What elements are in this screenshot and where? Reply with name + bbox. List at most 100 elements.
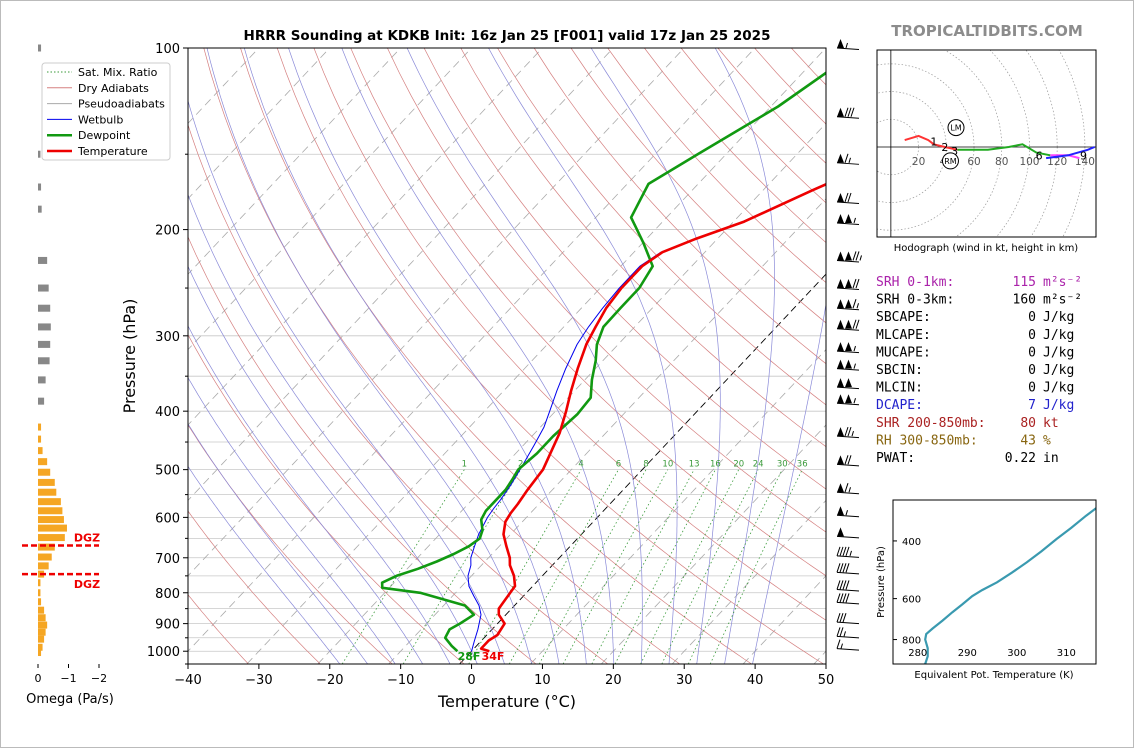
wind-barb	[836, 527, 860, 539]
storm-motion-marker	[947, 119, 965, 137]
barb-staff	[836, 648, 860, 651]
omega-bar	[38, 543, 55, 551]
x-tick-label: 10	[534, 673, 551, 688]
stat-row: RH 300-850mb: 43%	[876, 433, 1051, 448]
omega-bar	[38, 649, 42, 657]
barb-feather	[852, 278, 857, 289]
dry-adiabat-line	[791, 48, 826, 86]
isotherm-line	[188, 48, 543, 426]
barb-staff	[836, 287, 860, 291]
stat-value: 80	[1020, 416, 1036, 431]
barb-staff	[836, 463, 860, 467]
barb-flag	[837, 39, 844, 48]
barb-half-feather	[843, 631, 846, 637]
mix-ratio-line	[687, 469, 783, 664]
wind-barb	[836, 426, 860, 439]
barb-flag	[837, 299, 844, 309]
barb-feather	[839, 546, 844, 557]
hodograph-caption: Hodograph (wind in kt, height in km)	[894, 243, 1079, 254]
barb-feather	[844, 483, 849, 493]
legend-label: Temperature	[77, 145, 148, 158]
barb-staff	[836, 514, 860, 518]
theta-e-panel: 280 290 300 310 400 600 800	[893, 507, 1096, 664]
omega-bar	[38, 478, 55, 486]
stat-value: 0	[1028, 328, 1036, 343]
barb-flag	[845, 359, 852, 369]
barb-feather	[845, 563, 850, 573]
hodograph: 2040608010012014012369LMRM	[877, 50, 1096, 237]
stat-value: 43	[1020, 433, 1036, 448]
barb-feather	[836, 627, 841, 637]
legend-label: Pseudoadiabats	[78, 98, 165, 111]
wind-barb	[836, 394, 860, 406]
barb-half-feather	[853, 217, 856, 224]
barb-feather	[845, 546, 850, 557]
hodograph-segment	[1045, 146, 1095, 160]
omega-bar	[38, 447, 43, 455]
hodograph-ring-label: 100	[1019, 156, 1039, 168]
mix-ratio-label: 30	[777, 460, 788, 470]
stat-row: MLCIN: 0 J/kg	[876, 381, 1074, 396]
x-tick-label: 50	[818, 673, 835, 688]
stat-row: SHR 200-850mb: 80 kt	[876, 416, 1059, 431]
stat-row: SBCAPE: 0 J/kg	[876, 310, 1074, 325]
barb-feather	[839, 612, 844, 623]
mix-ratio-line	[402, 469, 522, 664]
y-tick-label: 800	[155, 587, 180, 602]
mix-ratio-line	[661, 469, 759, 664]
hodograph-height-label: 1	[930, 135, 937, 148]
omega-bar	[38, 397, 45, 405]
omega-bar	[38, 340, 51, 348]
mix-ratio-line	[341, 469, 465, 664]
omega-bar	[38, 435, 42, 443]
barb-half-feather	[845, 42, 848, 49]
storm-motion-marker	[941, 152, 959, 170]
hodograph-height-label: 6	[1036, 149, 1043, 162]
barb-staff	[836, 201, 860, 204]
stat-label: RH 300-850mb:	[876, 433, 978, 448]
theta-e-inner	[922, 507, 1096, 664]
barb-feather	[836, 546, 841, 557]
barb-half-feather	[856, 303, 859, 309]
wind-barb	[836, 580, 860, 592]
pseudoadiabat-line	[188, 423, 368, 664]
barb-staff	[836, 635, 860, 639]
isotherm-line	[188, 48, 685, 577]
barb-feather	[839, 580, 844, 590]
barb-feather	[847, 192, 852, 203]
omega-bar	[38, 553, 52, 561]
y-axis-label: Pressure (hPa)	[120, 299, 139, 414]
omega-bar	[38, 256, 48, 264]
y-tick-label: 700	[155, 552, 180, 567]
omega-bar	[38, 614, 46, 622]
wind-barb	[836, 359, 860, 371]
barb-feather	[836, 580, 841, 590]
legend-box	[41, 62, 171, 161]
mix-ratio-label: 8	[643, 460, 648, 470]
omega-bar	[38, 468, 51, 476]
omega-panel: DGZ DGZ 0 −1 −2	[22, 44, 107, 685]
dgz-label: DGZ	[74, 578, 100, 591]
barb-feather	[842, 580, 847, 590]
wind-barb	[836, 107, 860, 119]
stat-value: 0	[1028, 381, 1036, 396]
wind-barb	[836, 278, 860, 291]
skewt-profiles	[380, 71, 826, 653]
barb-feather	[847, 426, 852, 437]
wind-barb	[836, 546, 860, 558]
mix-ratio-label: 2	[518, 460, 523, 470]
stat-unit: J/kg	[1043, 310, 1074, 325]
x-tick-label: 40	[747, 673, 764, 688]
storm-motion-label: LM	[950, 124, 961, 133]
pseudoadiabat-line	[188, 99, 505, 664]
legend-label: Dry Adiabats	[78, 82, 149, 95]
barb-feather	[847, 455, 852, 465]
barb-staff	[836, 328, 860, 331]
y-tick-label: 100	[155, 42, 180, 57]
chart-title: HRRR Sounding at KDKB Init: 16z Jan 25 […	[244, 28, 771, 44]
barb-flag	[837, 359, 844, 369]
y-tick-label: 900	[155, 618, 180, 633]
wind-barb	[836, 192, 860, 204]
hodograph-frame	[876, 49, 1097, 238]
